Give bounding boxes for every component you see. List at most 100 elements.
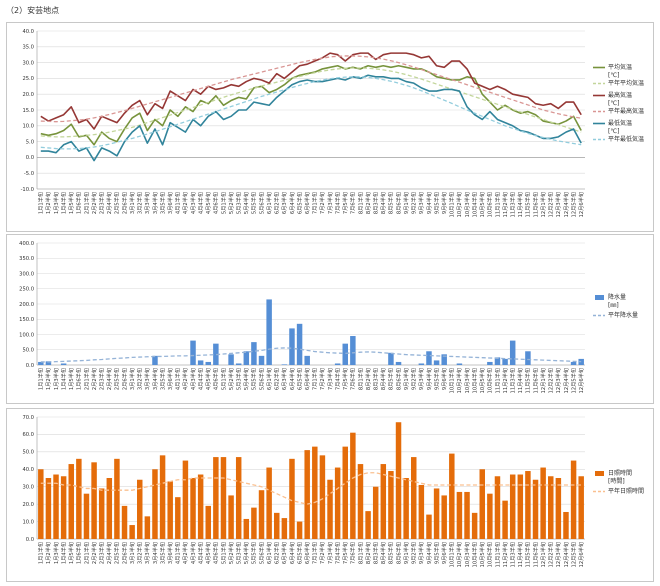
x-tick-label: 11月5半旬 xyxy=(524,368,532,393)
x-tick-label: 12月6半旬 xyxy=(577,368,585,393)
x-tick-label: 5月5半旬 xyxy=(250,542,258,564)
bar xyxy=(578,476,584,539)
x-tick-label: 1月5半旬 xyxy=(67,542,75,564)
y-tick-label: 150.0 xyxy=(19,317,34,323)
bar xyxy=(235,457,242,539)
x-tick-label: 1月6半旬 xyxy=(75,192,83,214)
x-tick-label: 5月3半旬 xyxy=(234,368,242,390)
legend-label: 最高気温 xyxy=(608,91,632,99)
page-title: （2）安芸地点 xyxy=(6,6,60,15)
x-tick-label: 1月3半旬 xyxy=(52,368,60,390)
x-tick-label: 10月2半旬 xyxy=(455,192,463,217)
bar xyxy=(433,360,440,365)
x-tick-label: 4月4半旬 xyxy=(196,542,204,564)
x-tick-label: 11月6半旬 xyxy=(531,542,539,567)
x-tick-label: 7月4半旬 xyxy=(333,368,341,390)
series-line xyxy=(40,472,582,505)
x-tick-label: 5月3半旬 xyxy=(234,192,242,214)
legend-label: 平年最高気温 xyxy=(608,107,644,115)
legend-swatch xyxy=(595,295,604,300)
bar xyxy=(395,361,402,365)
x-tick-label: 10月1半旬 xyxy=(448,368,456,393)
y-tick-label: 100.0 xyxy=(19,332,34,338)
x-tick-label: 2月5半旬 xyxy=(113,542,121,564)
x-tick-label: 9月4半旬 xyxy=(425,192,433,214)
bar xyxy=(334,363,341,365)
x-tick-label: 12月3半旬 xyxy=(554,542,562,567)
bar xyxy=(372,486,379,539)
x-tick-label: 3月6半旬 xyxy=(166,368,174,390)
bar xyxy=(471,512,478,539)
x-tick-label: 7月2半旬 xyxy=(318,368,326,390)
x-tick-label: 11月1半旬 xyxy=(493,542,501,567)
legend-unit: [時間] xyxy=(608,477,625,485)
x-tick-label: 9月3半旬 xyxy=(417,192,425,214)
bar xyxy=(487,361,493,365)
x-tick-label: 11月3半旬 xyxy=(508,542,516,567)
x-tick-label: 4月2半旬 xyxy=(181,192,189,214)
x-tick-label: 4月3半旬 xyxy=(189,542,197,564)
x-tick-label: 8月2半旬 xyxy=(364,542,372,564)
x-tick-label: 9月4半旬 xyxy=(425,368,433,390)
x-tick-label: 5月1半旬 xyxy=(219,542,227,564)
bar xyxy=(548,476,554,539)
y-tick-label: 30.0 xyxy=(22,485,34,491)
bar xyxy=(289,458,295,539)
x-tick-label: 8月2半旬 xyxy=(364,192,372,214)
x-tick-label: 1月5半旬 xyxy=(67,368,75,390)
x-tick-label: 6月4半旬 xyxy=(288,192,296,214)
x-tick-label: 6月1半旬 xyxy=(265,542,273,564)
bar xyxy=(235,363,242,365)
bar xyxy=(182,460,189,539)
x-tick-label: 9月3半旬 xyxy=(417,542,425,564)
x-tick-label: 12月1半旬 xyxy=(539,192,547,217)
bar xyxy=(266,467,272,539)
x-tick-label: 11月2半旬 xyxy=(501,542,509,567)
y-tick-label: 0.0 xyxy=(26,537,34,543)
x-tick-label: 4月5半旬 xyxy=(204,542,212,564)
x-tick-label: 10月4半旬 xyxy=(470,542,478,567)
bar xyxy=(144,516,151,539)
x-tick-label: 3月2半旬 xyxy=(136,192,144,214)
x-tick-label: 8月6半旬 xyxy=(394,368,402,390)
x-tick-label: 12月3半旬 xyxy=(554,368,562,393)
bar xyxy=(517,474,524,539)
bar xyxy=(68,464,74,539)
x-tick-label: 6月2半旬 xyxy=(273,368,281,390)
x-tick-label: 3月4半旬 xyxy=(151,542,159,564)
x-tick-label: 9月2半旬 xyxy=(410,192,418,214)
x-tick-label: 3月3半旬 xyxy=(143,368,151,390)
temperature-chart: -10.0 -5.0 0.0 5.0 10.0 15.0 20.0 25.0 30.0 35.0 4… xyxy=(21,29,644,218)
x-tick-label: 8月3半旬 xyxy=(371,542,379,564)
x-tick-label: 1月2半旬 xyxy=(44,542,52,564)
x-tick-label: 5月6半旬 xyxy=(257,192,265,214)
x-tick-label: 10月1半旬 xyxy=(448,542,456,567)
x-tick-label: 2月5半旬 xyxy=(113,368,121,390)
x-tick-label: 2月3半旬 xyxy=(97,192,105,214)
bar xyxy=(251,507,257,539)
x-tick-label: 5月6半旬 xyxy=(257,368,265,390)
y-tick-label: 60.0 xyxy=(22,432,34,438)
bar xyxy=(258,355,265,365)
y-tick-label: 350.0 xyxy=(19,256,34,262)
x-tick-label: 7月2半旬 xyxy=(318,192,326,214)
x-tick-label: 11月4半旬 xyxy=(516,192,524,217)
bar xyxy=(190,478,196,539)
x-tick-label: 3月1半旬 xyxy=(128,192,136,214)
bar xyxy=(45,478,52,539)
bar xyxy=(350,336,356,365)
legend-label: 日照時間 xyxy=(608,469,632,477)
x-tick-label: 11月5半旬 xyxy=(524,192,532,217)
x-tick-label: 5月1半旬 xyxy=(219,368,227,390)
x-tick-label: 3月5半旬 xyxy=(158,368,166,390)
x-tick-label: 8月1半旬 xyxy=(356,368,364,390)
x-tick-label: 12月1半旬 xyxy=(539,542,547,567)
legend-swatch xyxy=(595,471,604,476)
x-tick-label: 10月4半旬 xyxy=(470,368,478,393)
x-tick-label: 4月5半旬 xyxy=(204,368,212,390)
x-tick-label: 7月1半旬 xyxy=(311,368,319,390)
x-tick-label: 1月2半旬 xyxy=(44,192,52,214)
x-tick-label: 6月6半旬 xyxy=(303,192,311,214)
y-tick-label: 0.0 xyxy=(26,363,34,369)
x-tick-label: 6月5半旬 xyxy=(295,368,303,390)
